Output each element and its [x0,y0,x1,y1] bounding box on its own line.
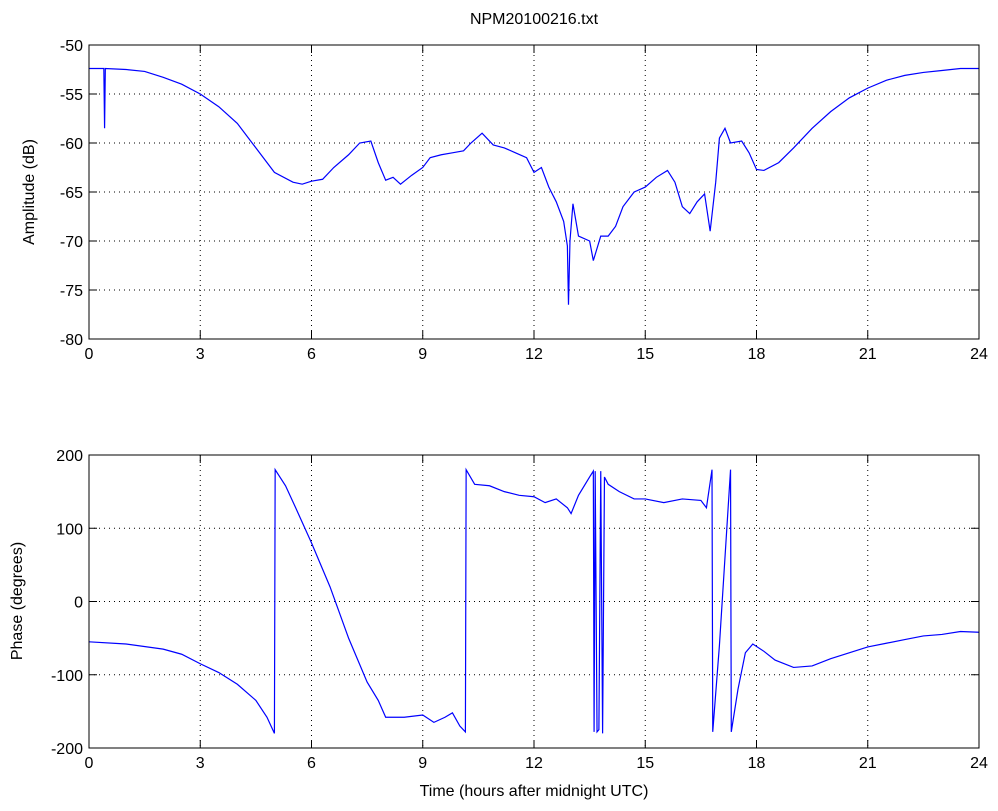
x-tick-label: 15 [636,755,654,772]
x-tick-label: 15 [636,346,654,363]
y-tick-label: -200 [51,741,83,758]
y-axis-label: Phase (degrees) [9,542,26,660]
data-line [89,67,979,305]
x-tick-label: 24 [970,346,988,363]
y-tick-label: -80 [60,332,83,349]
axes-frame [88,454,980,749]
x-tick-label: 3 [196,346,205,363]
y-tick-label: -75 [60,283,83,300]
x-axis-label: Time (hours after midnight UTC) [420,783,649,800]
y-tick-label: -50 [60,38,83,55]
x-tick-label: 21 [859,346,877,363]
x-tick-label: 6 [307,346,316,363]
x-tick-label: 24 [970,755,988,772]
data-line [88,467,980,734]
x-tick-label: 18 [748,346,766,363]
x-tick-label: 12 [525,755,543,772]
y-tick-label: -100 [51,668,83,685]
x-tick-label: 0 [85,755,94,772]
y-tick-label: -60 [60,136,83,153]
y-tick-label: -70 [60,234,83,251]
y-axis-label: Amplitude (dB) [21,139,38,245]
y-tick-label: 100 [56,521,83,538]
x-tick-label: 21 [859,755,877,772]
x-tick-label: 9 [418,755,427,772]
x-tick-label: 18 [748,755,766,772]
y-tick-label: 0 [74,595,83,612]
y-tick-label: -65 [60,185,83,202]
x-tick-label: 9 [418,346,427,363]
y-tick-label: -55 [60,87,83,104]
x-tick-label: 0 [85,346,94,363]
x-tick-label: 3 [196,755,205,772]
axes-frame [88,44,980,340]
x-tick-label: 12 [525,346,543,363]
x-tick-label: 6 [307,755,316,772]
y-tick-label: 200 [56,448,83,465]
chart-title: NPM20100216.txt [470,11,599,28]
